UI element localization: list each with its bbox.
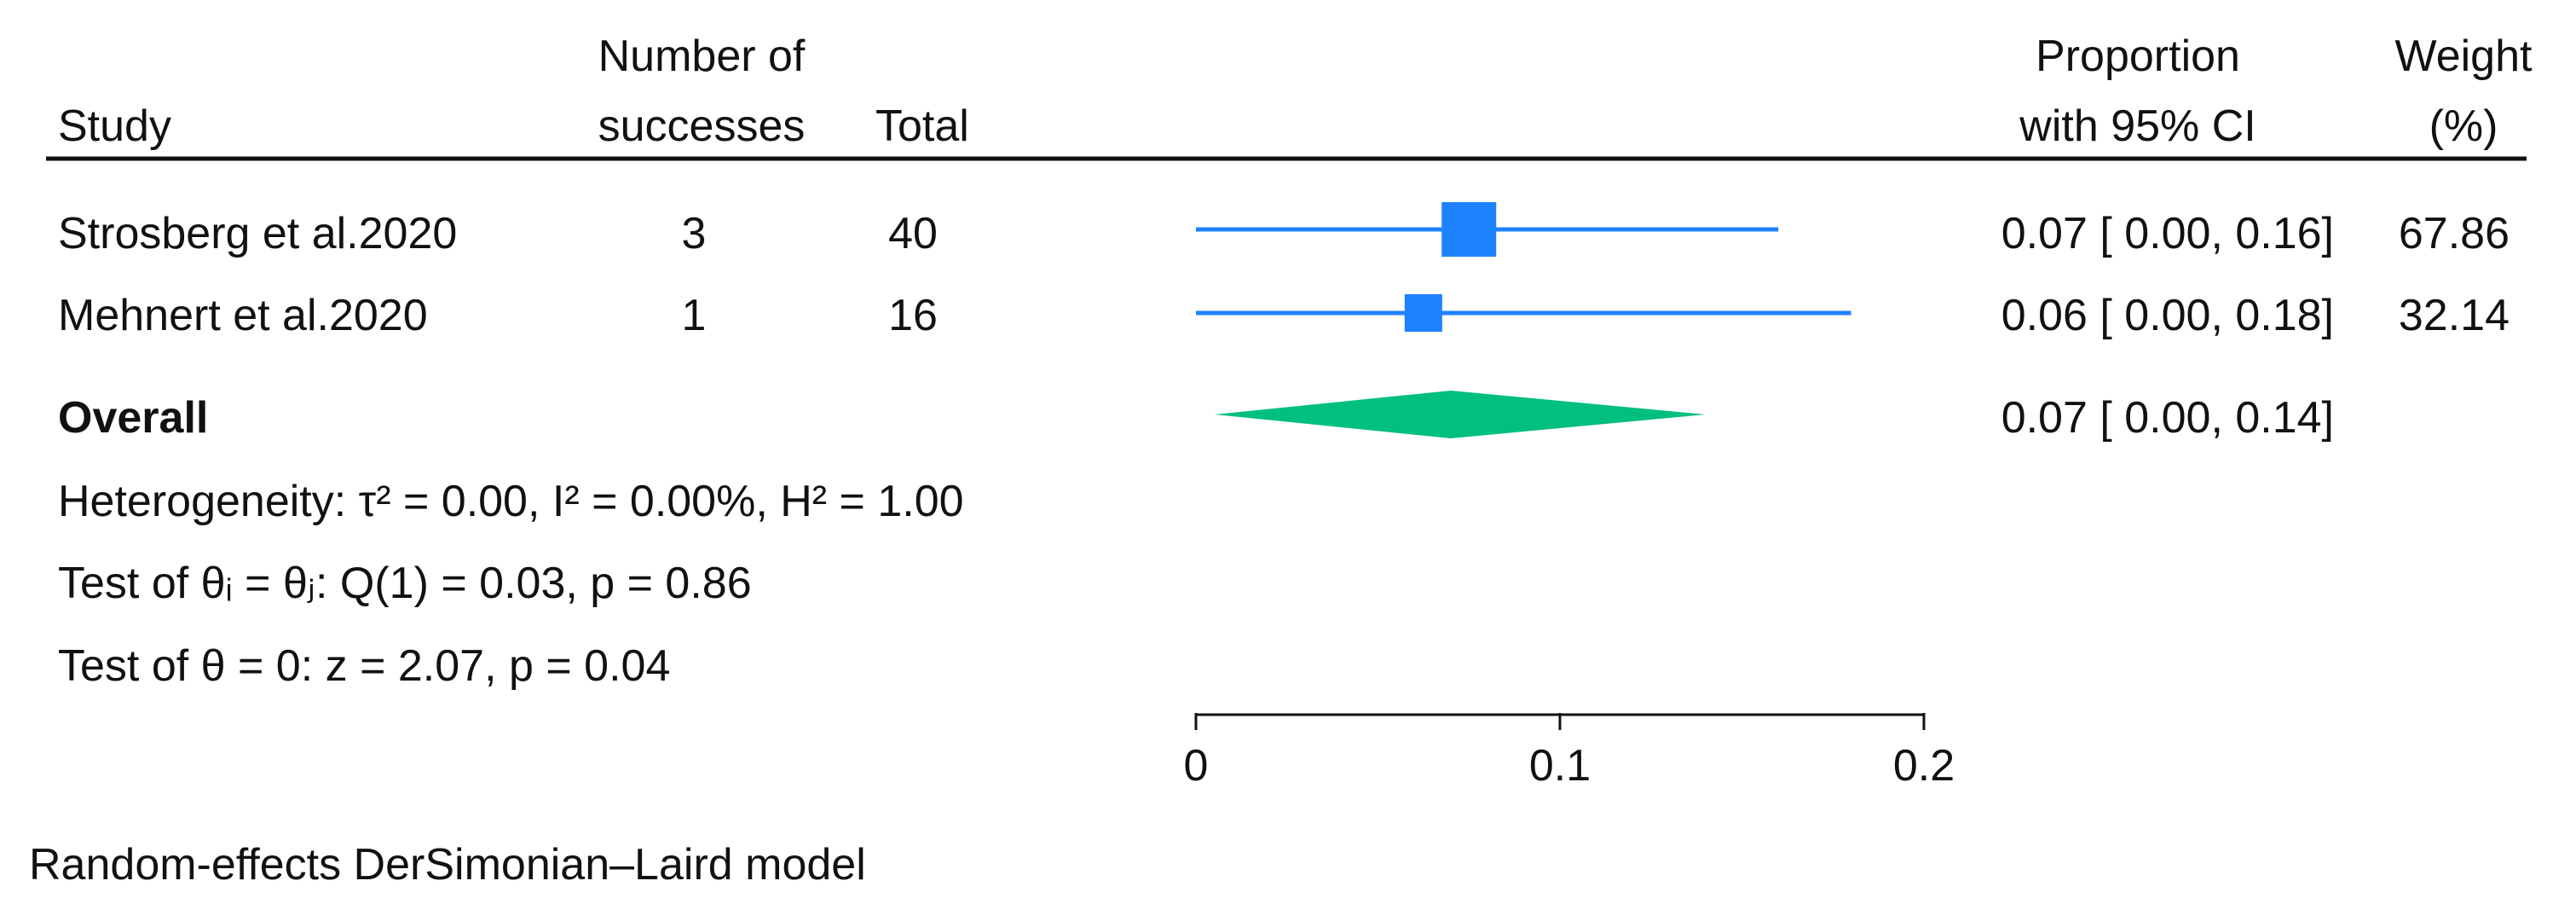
header-successes-line1: Number of	[598, 32, 806, 81]
overall-effect-test: Test of θ = 0: z = 2.07, p = 0.04	[58, 641, 671, 691]
study-total: 40	[888, 209, 938, 258]
x-tick-label: 0.1	[1528, 741, 1591, 791]
header-proportion-line2: with 95% CI	[2019, 101, 2256, 151]
header-study: Study	[58, 101, 171, 151]
study-ci-text: 0.06 [ 0.00, 0.18]	[2001, 291, 2334, 340]
header-proportion-line1: Proportion	[2036, 32, 2240, 81]
study-marker-square	[1404, 293, 1442, 333]
x-tick-label: 0.2	[1892, 741, 1955, 791]
study-successes: 1	[681, 291, 707, 340]
header-total: Total	[875, 101, 969, 151]
header-successes-line2: successes	[598, 101, 806, 151]
study-name: Strosberg et al.2020	[58, 209, 458, 258]
study-weight: 32.14	[2398, 291, 2510, 340]
study-total: 16	[888, 291, 938, 340]
homogeneity-test: Test of θᵢ = θⱼ: Q(1) = 0.03, p = 0.86	[58, 559, 752, 608]
overall-diamond	[1215, 391, 1706, 438]
study-successes: 3	[681, 209, 707, 258]
x-tick-label: 0	[1183, 741, 1209, 791]
heterogeneity-stats: Heterogeneity: τ² = 0.00, I² = 0.00%, H²…	[58, 477, 964, 526]
study-name: Mehnert et al.2020	[58, 291, 428, 340]
header-weight-line1: Weight	[2394, 32, 2533, 81]
overall-label: Overall	[58, 393, 209, 443]
study-weight: 67.86	[2398, 209, 2510, 258]
header-weight-line2: (%)	[2429, 101, 2498, 151]
study-ci-text: 0.07 [ 0.00, 0.16]	[2001, 209, 2334, 258]
study-marker-square	[1441, 202, 1497, 257]
overall-ci-text: 0.07 [ 0.00, 0.14]	[2001, 393, 2334, 443]
model-footnote: Random-effects DerSimonian–Laird model	[29, 840, 866, 890]
